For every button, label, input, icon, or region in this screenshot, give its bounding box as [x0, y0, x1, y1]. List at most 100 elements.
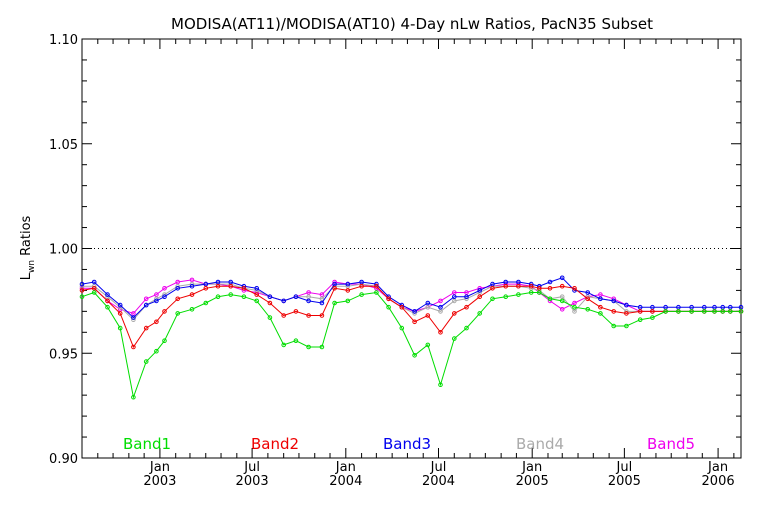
data-point — [91, 286, 97, 291]
data-point — [547, 279, 553, 285]
data-point — [598, 292, 603, 297]
data-point — [438, 382, 443, 388]
data-point — [611, 309, 617, 314]
data-point — [412, 353, 417, 358]
legend-band2: Band2 — [251, 435, 299, 453]
data-point — [490, 296, 495, 302]
data-point — [412, 319, 417, 325]
data-point — [650, 315, 655, 320]
series-group — [79, 275, 744, 400]
series-line — [82, 283, 741, 321]
data-point — [359, 279, 364, 285]
y-axis-label-main: L — [19, 272, 34, 280]
data-point — [189, 292, 195, 297]
data-point — [293, 338, 299, 344]
data-point — [490, 286, 495, 291]
data-point — [572, 309, 577, 314]
data-point — [117, 311, 123, 316]
data-point — [189, 277, 195, 283]
data-point — [438, 330, 443, 335]
data-point — [162, 294, 167, 300]
data-point — [215, 294, 221, 300]
series-band1 — [79, 290, 744, 400]
data-point — [386, 296, 391, 302]
data-point — [738, 304, 744, 310]
data-point — [79, 283, 85, 289]
data-point — [585, 307, 591, 312]
data-point — [162, 338, 167, 344]
series-band2 — [79, 283, 744, 350]
data-point — [306, 344, 311, 350]
data-point — [637, 317, 643, 323]
data-point — [117, 325, 123, 331]
data-point — [105, 292, 110, 297]
data-point — [228, 283, 233, 289]
data-point — [79, 294, 85, 300]
data-point — [345, 281, 351, 287]
data-point — [359, 292, 364, 297]
data-point — [203, 286, 209, 291]
data-point — [720, 304, 726, 310]
x-tick-label-month: Jul — [616, 460, 633, 475]
x-axis: Jan2003Jul2003Jan2004Jul2004Jan2005Jul20… — [97, 39, 735, 489]
data-point — [412, 309, 417, 314]
y-tick-label: 1.05 — [49, 138, 78, 153]
data-point — [203, 281, 209, 287]
data-point — [598, 304, 603, 310]
y-tick-label: 1.10 — [49, 33, 78, 48]
data-point — [438, 309, 443, 314]
data-point — [585, 296, 591, 302]
data-point — [374, 283, 379, 289]
data-point — [345, 288, 351, 293]
data-point — [611, 298, 617, 304]
data-point — [228, 279, 233, 285]
data-point — [728, 304, 733, 310]
data-point — [425, 313, 431, 318]
data-point — [203, 300, 209, 306]
data-point — [189, 283, 195, 289]
data-point — [477, 288, 483, 293]
data-point — [254, 298, 260, 304]
legend-band3: Band3 — [383, 435, 431, 453]
data-point — [175, 286, 180, 291]
data-point — [559, 294, 565, 300]
data-point — [254, 286, 260, 291]
data-point — [254, 292, 260, 297]
x-tick-label-month: Jul — [430, 460, 447, 475]
data-point — [490, 281, 495, 287]
data-point — [228, 292, 233, 297]
data-point — [624, 302, 629, 308]
x-tick-label-month: Jan — [521, 460, 542, 475]
data-point — [175, 279, 180, 285]
data-point — [319, 296, 325, 302]
data-point — [559, 283, 565, 289]
data-point — [131, 315, 136, 320]
data-point — [464, 325, 469, 331]
data-point — [105, 304, 110, 310]
data-point — [306, 290, 311, 295]
data-point — [650, 304, 655, 310]
data-point — [281, 298, 287, 304]
data-point — [189, 307, 195, 312]
data-point — [154, 348, 159, 354]
data-point — [712, 309, 717, 314]
data-point — [79, 281, 85, 287]
data-point — [319, 292, 325, 297]
data-point — [162, 286, 167, 291]
data-point — [572, 300, 577, 306]
x-tick-label-month: Jan — [335, 460, 356, 475]
data-point — [359, 283, 364, 289]
data-point — [267, 300, 273, 306]
data-point — [528, 283, 534, 289]
data-point — [281, 313, 287, 318]
data-point — [281, 342, 287, 348]
data-point — [559, 298, 565, 304]
data-point — [399, 304, 405, 310]
data-point — [611, 323, 617, 329]
data-point — [425, 304, 431, 310]
data-point — [528, 290, 534, 295]
x-tick-label-year: 2004 — [422, 474, 455, 489]
data-point — [585, 290, 591, 295]
data-point — [319, 313, 325, 318]
